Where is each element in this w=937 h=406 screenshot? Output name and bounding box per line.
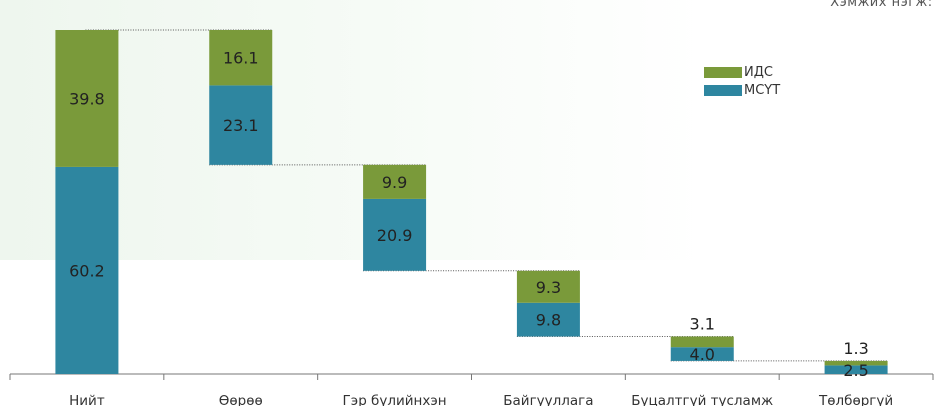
legend-label-msut: МСҮТ bbox=[744, 82, 781, 98]
data-label-msut: 60.2 bbox=[69, 261, 105, 280]
unit-note: Хэмжих нэгж: К bbox=[830, 0, 937, 10]
bar-ids bbox=[363, 164, 427, 199]
bar-ids bbox=[55, 30, 119, 167]
background-band bbox=[0, 0, 937, 260]
legend-item-ids: ИДС bbox=[704, 64, 780, 80]
x-tick-label: Өөрөө bbox=[219, 393, 263, 406]
x-tick-label: Нийт bbox=[69, 393, 105, 406]
bar-msut bbox=[670, 347, 734, 361]
data-label-ids: 9.9 bbox=[382, 173, 407, 192]
data-label-ids: 3.1 bbox=[690, 315, 715, 334]
data-label-msut: 9.8 bbox=[536, 311, 561, 330]
data-label-msut: 2.5 bbox=[843, 361, 868, 380]
bar-msut bbox=[824, 365, 888, 374]
bar-msut bbox=[516, 302, 580, 337]
bar-ids bbox=[670, 336, 734, 348]
data-label-msut: 20.9 bbox=[377, 226, 413, 245]
data-label-msut: 23.1 bbox=[223, 116, 259, 135]
bar-msut bbox=[209, 85, 273, 165]
legend: ИДС МСҮТ bbox=[704, 64, 780, 100]
legend-label-ids: ИДС bbox=[744, 64, 773, 80]
data-label-ids: 1.3 bbox=[843, 339, 868, 358]
x-tick-label: Байгууллага bbox=[503, 393, 593, 406]
data-label-ids: 9.3 bbox=[536, 278, 561, 297]
legend-swatch-ids bbox=[704, 66, 742, 78]
bar-ids bbox=[209, 30, 273, 86]
data-label-ids: 16.1 bbox=[223, 49, 259, 68]
bar-msut bbox=[55, 166, 119, 374]
legend-item-msut: МСҮТ bbox=[704, 82, 780, 98]
x-tick-label: Буцалтгүй тусламж bbox=[631, 393, 773, 406]
data-label-msut: 4.0 bbox=[690, 345, 715, 364]
x-tick-label: Гэр бүлийнхэн bbox=[343, 393, 447, 406]
bar-ids bbox=[824, 360, 888, 366]
x-tick-label: Төлбөргүй bbox=[818, 393, 893, 406]
bar-msut bbox=[363, 198, 427, 271]
bar-ids bbox=[516, 270, 580, 303]
data-label-ids: 39.8 bbox=[69, 89, 105, 108]
legend-swatch-msut bbox=[704, 84, 742, 96]
